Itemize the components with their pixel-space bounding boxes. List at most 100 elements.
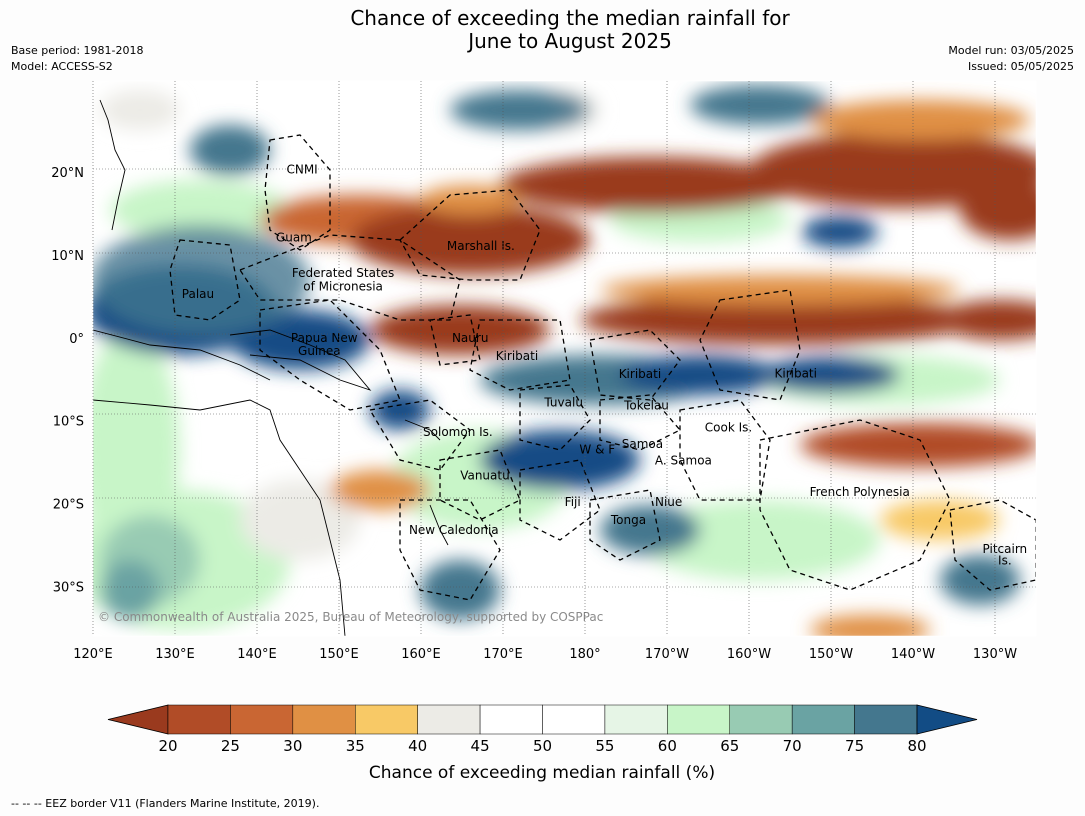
eez-solomon bbox=[368, 399, 471, 471]
lon-tick-label: 180° bbox=[569, 647, 600, 662]
region-label: Tokelau bbox=[623, 399, 669, 413]
colorbar-bin bbox=[854, 704, 918, 735]
copyright-credit: © Commonwealth of Australia 2025, Bureau… bbox=[98, 610, 603, 624]
colorbar-bin bbox=[542, 704, 606, 735]
probability-field bbox=[93, 85, 1036, 636]
field-patch bbox=[500, 157, 800, 213]
field-patch bbox=[960, 180, 1036, 240]
base-period: Base period: 1981-2018 bbox=[11, 44, 144, 57]
region-label: Kiribati bbox=[496, 349, 538, 363]
field-patch bbox=[750, 132, 1036, 208]
region-label: Fiji bbox=[565, 495, 581, 509]
colorbar-tick-label: 60 bbox=[658, 737, 677, 755]
field-patch bbox=[690, 85, 830, 125]
region-label: CNMI bbox=[286, 163, 317, 177]
colorbar-tick-label: 40 bbox=[408, 737, 427, 755]
eez-borders bbox=[169, 134, 1036, 601]
field-patch bbox=[420, 185, 520, 215]
field-patch bbox=[330, 470, 430, 510]
map-frame bbox=[92, 80, 1037, 637]
colorbar-tick-label: 65 bbox=[720, 737, 739, 755]
lon-tick-label: 120°E bbox=[73, 647, 113, 662]
region-label: Tonga bbox=[610, 513, 646, 527]
eez-pitcairn bbox=[949, 499, 1036, 591]
eez-fsm bbox=[239, 234, 461, 321]
region-label: Niue bbox=[655, 495, 682, 509]
new-guinea-coast bbox=[229, 329, 372, 391]
lon-tick-label: 140°W bbox=[891, 647, 935, 662]
eez-tuvalu bbox=[519, 384, 591, 451]
graticule bbox=[93, 168, 1036, 588]
field-patch bbox=[110, 180, 290, 240]
eez-vanuatu bbox=[439, 449, 521, 521]
field-patch bbox=[420, 560, 500, 620]
eez-french-polynesia bbox=[759, 419, 951, 591]
colorbar-tick-label: 30 bbox=[283, 737, 302, 755]
colorbar-tick-label: 20 bbox=[158, 737, 177, 755]
model-run: Model run: 03/05/2025 bbox=[948, 44, 1074, 57]
field-patch bbox=[810, 100, 1030, 140]
field-patch bbox=[802, 216, 878, 248]
region-label: Cook Is. bbox=[705, 420, 752, 434]
eez-note: -- -- -- EEZ border V11 (Flanders Marine… bbox=[11, 797, 320, 810]
field-patch bbox=[100, 90, 180, 130]
longitude-axis: 120°E 130°E 140°E 150°E 160°E 170°E 180° 170°W 1… bbox=[73, 81, 1017, 662]
colorbar-bin bbox=[604, 704, 668, 735]
field-patch bbox=[93, 330, 180, 570]
colorbar-tick-label: 35 bbox=[346, 737, 365, 755]
colorbar-bin bbox=[355, 704, 418, 735]
field-patch bbox=[760, 357, 900, 393]
colorbar: 20 25 30 35 40 45 50 55 60 65 70 75 80 bbox=[107, 704, 978, 755]
coastlines bbox=[93, 99, 449, 636]
eez-png bbox=[259, 299, 401, 411]
field-patch bbox=[810, 615, 930, 636]
region-label: Tuvalu bbox=[543, 395, 583, 409]
region-label: Vanuatu bbox=[460, 468, 510, 482]
region-label: Federated States bbox=[292, 266, 394, 280]
meta-right: Model run: 03/05/2025 Issued: 05/05/2025 bbox=[948, 43, 1074, 75]
field-patch bbox=[940, 300, 1036, 340]
colorbar-tick-label: 50 bbox=[533, 737, 552, 755]
philippines-coast bbox=[99, 99, 126, 231]
colorbar-tick-label: 80 bbox=[907, 737, 926, 755]
colorbar-tick-label: 75 bbox=[845, 737, 864, 755]
region-label: Is. bbox=[998, 554, 1012, 568]
eez-new-caledonia bbox=[399, 499, 501, 601]
eez-kiribati-phoenix bbox=[589, 329, 681, 401]
chart-title: Chance of exceeding the median rainfall … bbox=[0, 7, 1085, 53]
region-label: French Polynesia bbox=[810, 485, 910, 499]
region-label: New Caledonia bbox=[409, 523, 499, 537]
model-name: Model: ACCESS-S2 bbox=[11, 60, 113, 73]
region-label: Pitcairn bbox=[983, 542, 1028, 556]
colorbar-title: Chance of exceeding median rainfall (%) bbox=[369, 763, 715, 783]
region-label: W & F bbox=[579, 443, 615, 457]
colorbar-extend-low bbox=[107, 704, 169, 735]
region-label: Kiribati bbox=[619, 367, 661, 381]
field-patch bbox=[620, 355, 780, 395]
field-patch bbox=[940, 555, 1020, 605]
region-label: Guinea bbox=[298, 344, 341, 358]
region-label: A. Samoa bbox=[655, 453, 712, 467]
australia-coast bbox=[93, 399, 346, 636]
lon-tick-label: 170°E bbox=[483, 647, 523, 662]
lon-tick-label: 130°W bbox=[973, 647, 1017, 662]
new-caledonia-coast bbox=[429, 504, 449, 546]
indonesia-coast bbox=[93, 329, 271, 381]
field-patch bbox=[600, 505, 700, 555]
meta-left: Base period: 1981-2018 Model: ACCESS-S2 bbox=[11, 43, 143, 75]
colorbar-tick-label: 70 bbox=[783, 737, 802, 755]
colorbar-tick-label: 25 bbox=[221, 737, 240, 755]
region-label: Kiribati bbox=[774, 366, 816, 380]
field-patch bbox=[600, 275, 960, 305]
lat-tick-label: 0° bbox=[69, 332, 84, 347]
eez-tokelau-samoa bbox=[599, 394, 682, 451]
lat-tick-label: 10°S bbox=[53, 415, 84, 430]
region-label: Papua New bbox=[291, 331, 358, 345]
field-patch bbox=[93, 225, 310, 335]
region-label: Guam bbox=[276, 231, 312, 245]
field-patch bbox=[230, 310, 370, 370]
field-patch bbox=[640, 500, 880, 580]
colorbar-bin bbox=[667, 704, 730, 735]
